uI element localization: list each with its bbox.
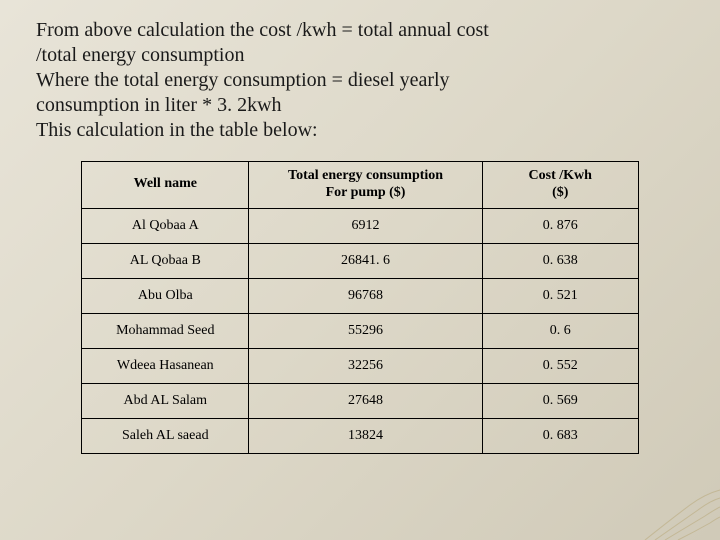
col-header-well: Well name <box>82 162 249 209</box>
cell-energy: 32256 <box>249 348 483 383</box>
body-line-1: From above calculation the cost /kwh = t… <box>36 18 684 43</box>
col-header-cost-l1: Cost /Kwh <box>529 168 592 183</box>
cell-cost: 0. 6 <box>482 313 638 348</box>
table-header: Well name Total energy consumption For p… <box>82 162 638 209</box>
table-row: Mohammad Seed 55296 0. 6 <box>82 313 638 348</box>
cell-well: Abu Olba <box>82 278 249 313</box>
cell-energy: 55296 <box>249 313 483 348</box>
cell-well: Abd AL Salam <box>82 383 249 418</box>
corner-decoration-icon <box>630 470 720 540</box>
cell-energy: 96768 <box>249 278 483 313</box>
table-row: AL Qobaa B 26841. 6 0. 638 <box>82 243 638 278</box>
col-header-well-l1: Well name <box>134 176 197 191</box>
slide-container: From above calculation the cost /kwh = t… <box>0 0 720 540</box>
col-header-energy-l1: Total energy consumption <box>288 168 443 183</box>
cell-cost: 0. 521 <box>482 278 638 313</box>
cell-well: AL Qobaa B <box>82 243 249 278</box>
cell-energy: 27648 <box>249 383 483 418</box>
cost-table: Well name Total energy consumption For p… <box>81 161 638 454</box>
table-row: Abd AL Salam 27648 0. 569 <box>82 383 638 418</box>
body-line-4: consumption in liter * 3. 2kwh <box>36 93 684 118</box>
cell-well: Wdeea Hasanean <box>82 348 249 383</box>
table-row: Al Qobaa A 6912 0. 876 <box>82 208 638 243</box>
col-header-cost-l2: ($) <box>552 185 568 200</box>
cell-cost: 0. 638 <box>482 243 638 278</box>
table-row: Abu Olba 96768 0. 521 <box>82 278 638 313</box>
cell-energy: 6912 <box>249 208 483 243</box>
table-body: Al Qobaa A 6912 0. 876 AL Qobaa B 26841.… <box>82 208 638 453</box>
cell-energy: 13824 <box>249 418 483 453</box>
col-header-energy: Total energy consumption For pump ($) <box>249 162 483 209</box>
table-row: Saleh AL saead 13824 0. 683 <box>82 418 638 453</box>
body-line-2: /total energy consumption <box>36 43 684 68</box>
cell-energy: 26841. 6 <box>249 243 483 278</box>
cell-cost: 0. 552 <box>482 348 638 383</box>
cell-well: Mohammad Seed <box>82 313 249 348</box>
cell-cost: 0. 569 <box>482 383 638 418</box>
col-header-energy-l2: For pump ($) <box>326 185 406 200</box>
cell-well: Saleh AL saead <box>82 418 249 453</box>
body-line-5: This calculation in the table below: <box>36 118 684 143</box>
table-header-row: Well name Total energy consumption For p… <box>82 162 638 209</box>
table-row: Wdeea Hasanean 32256 0. 552 <box>82 348 638 383</box>
cell-well: Al Qobaa A <box>82 208 249 243</box>
body-line-3: Where the total energy consumption = die… <box>36 68 684 93</box>
cell-cost: 0. 683 <box>482 418 638 453</box>
body-text-block: From above calculation the cost /kwh = t… <box>36 18 684 143</box>
cell-cost: 0. 876 <box>482 208 638 243</box>
col-header-cost: Cost /Kwh ($) <box>482 162 638 209</box>
